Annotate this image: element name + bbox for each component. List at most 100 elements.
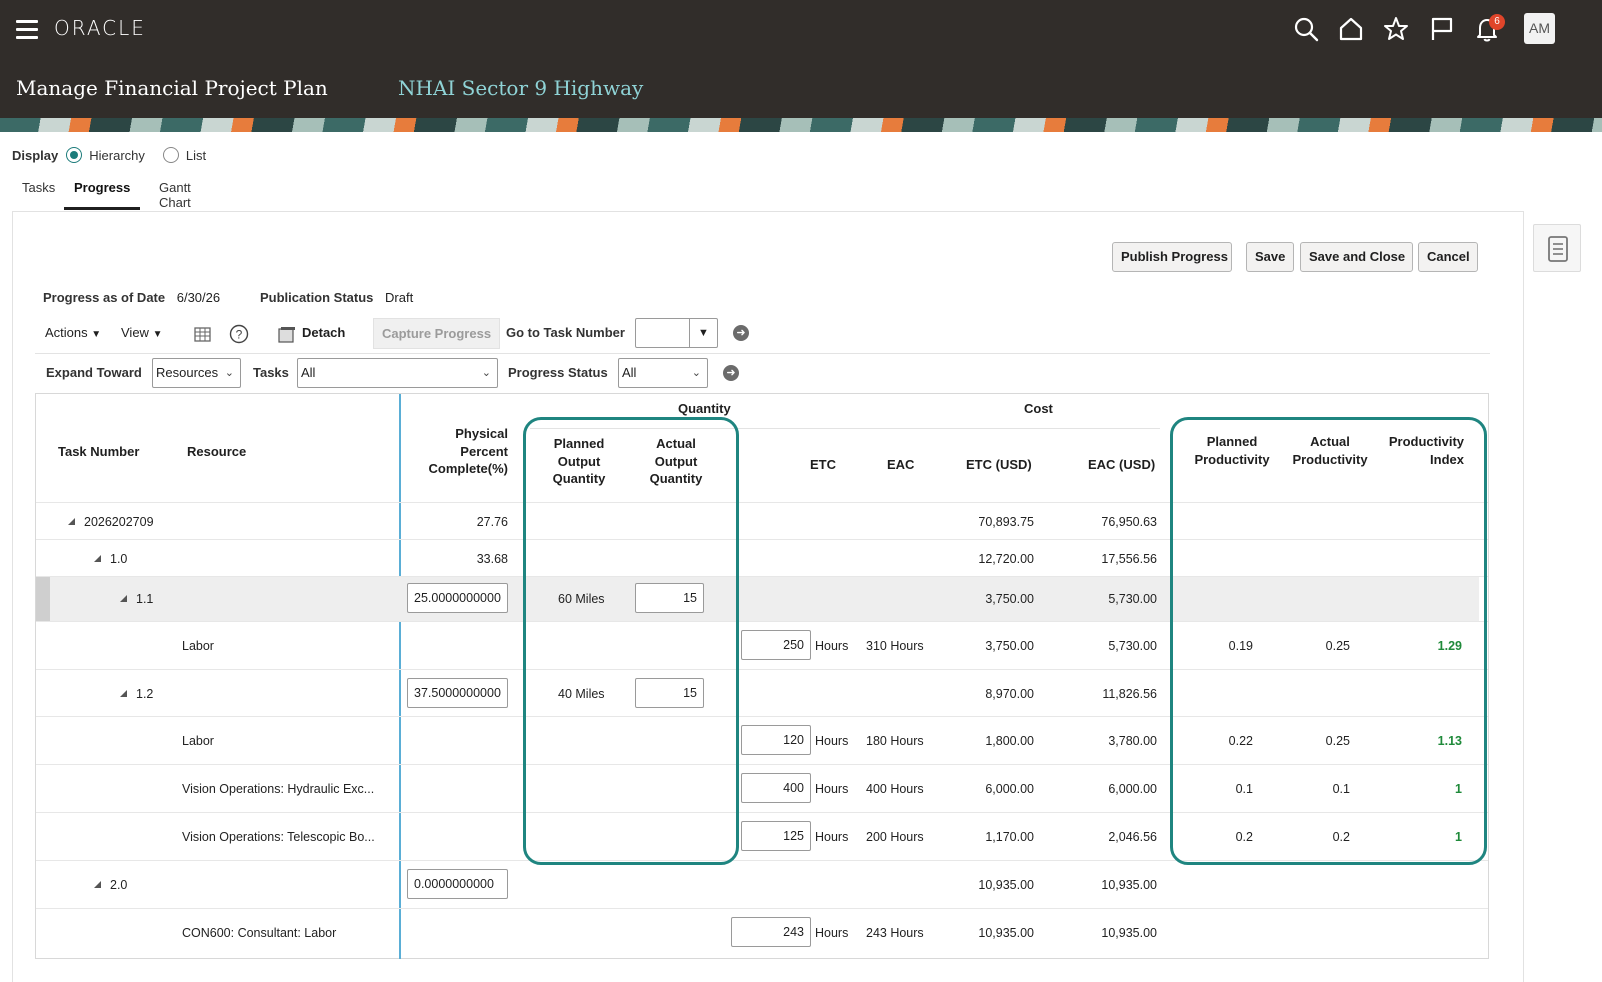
publication-status-field: Publication Status Draft: [260, 290, 413, 305]
menu-icon[interactable]: [16, 20, 38, 39]
tab-gantt-chart[interactable]: Gantt Chart: [159, 180, 191, 210]
etc-usd-cell: 3,750.00: [985, 639, 1034, 653]
header-divider: [36, 502, 1488, 503]
eac-cell: 180 Hours: [866, 734, 924, 748]
etc-unit: Hours: [815, 926, 849, 940]
eac-usd-cell: 10,935.00: [1101, 878, 1157, 892]
chevron-down-icon[interactable]: ▼: [689, 319, 717, 347]
publication-status-label: Publication Status: [260, 290, 374, 305]
eac-cell: 200 Hours: [866, 830, 924, 844]
hierarchy-label[interactable]: Hierarchy: [89, 147, 145, 163]
etc-usd-cell: 10,935.00: [978, 926, 1034, 940]
col-productivity-index[interactable]: Productivity Index: [1388, 434, 1464, 467]
progress-panel: [12, 211, 1524, 982]
physical-percent-input[interactable]: 25.0000000000: [407, 583, 508, 613]
star-icon[interactable]: [1383, 16, 1409, 42]
save-button[interactable]: Save: [1246, 242, 1294, 272]
app-header: ORACLE 6 AM Manage Financial Project Pla…: [0, 0, 1602, 118]
physical-percent-input[interactable]: 0.0000000000: [407, 869, 508, 899]
go-to-task-input[interactable]: ▼: [635, 318, 718, 348]
actual-output-input[interactable]: 15: [635, 678, 704, 708]
eac-usd-cell: 17,556.56: [1101, 552, 1157, 566]
search-icon[interactable]: [1293, 16, 1319, 42]
row-selector[interactable]: [36, 576, 50, 621]
table-row-task[interactable]: 2.0: [94, 877, 127, 893]
col-resource[interactable]: Resource: [187, 444, 247, 459]
capture-progress-button[interactable]: Capture Progress: [373, 318, 500, 349]
etc-input[interactable]: 400: [741, 773, 811, 803]
table-row-task[interactable]: 1.1: [120, 591, 153, 607]
actual-productivity-cell: 0.25: [1325, 639, 1350, 653]
col-actual-output[interactable]: Actual Output Quantity: [649, 436, 703, 486]
flag-icon[interactable]: [1429, 16, 1455, 42]
row-divider: [36, 860, 1488, 861]
tasks-filter-select[interactable]: All ⌄: [297, 358, 498, 388]
col-task-number[interactable]: Task Number: [58, 444, 140, 459]
oracle-logo[interactable]: ORACLE: [54, 16, 146, 40]
etc-input[interactable]: 250: [741, 630, 811, 660]
collapse-icon: [68, 518, 75, 525]
etc-unit: Hours: [815, 734, 849, 748]
etc-input[interactable]: 120: [741, 725, 811, 755]
home-icon[interactable]: [1338, 16, 1364, 42]
side-panel-toggle[interactable]: [1533, 224, 1581, 272]
etc-usd-cell: 12,720.00: [978, 552, 1034, 566]
col-eac[interactable]: EAC: [887, 457, 915, 472]
detach-icon[interactable]: [278, 325, 296, 343]
display-label: Display: [12, 147, 59, 163]
eac-usd-cell: 10,935.00: [1101, 926, 1157, 940]
eac-usd-cell: 76,950.63: [1101, 515, 1157, 529]
eac-usd-cell: 5,730.00: [1108, 639, 1157, 653]
col-etc[interactable]: ETC: [810, 457, 836, 472]
save-and-close-button[interactable]: Save and Close: [1300, 242, 1413, 272]
document-icon: [1548, 236, 1568, 262]
collapse-icon: [120, 690, 127, 697]
physical-percent-input[interactable]: 37.5000000000: [407, 678, 508, 708]
collapse-icon: [94, 555, 101, 562]
col-eac-usd[interactable]: EAC (USD): [1088, 457, 1156, 472]
view-menu[interactable]: View ▼: [121, 325, 163, 340]
progress-status-select[interactable]: All ⌄: [618, 358, 708, 388]
project-name: NHAI Sector 9 Highway: [398, 76, 644, 100]
expand-toward-select[interactable]: Resources ⌄: [152, 358, 241, 388]
planned-output-cell: 40 Miles: [558, 687, 605, 701]
planned-productivity-cell: 0.19: [1228, 639, 1253, 653]
hierarchy-radio[interactable]: [66, 147, 83, 163]
list-label[interactable]: List: [185, 147, 207, 163]
etc-input[interactable]: 125: [741, 821, 811, 851]
list-radio[interactable]: [162, 147, 179, 163]
col-planned-productivity[interactable]: Planned Productivity: [1194, 434, 1270, 467]
etc-usd-cell: 8,970.00: [985, 687, 1034, 701]
progress-status-label: Progress Status: [508, 365, 608, 380]
eac-cell: 310 Hours: [866, 639, 924, 653]
resource-cell: Labor: [182, 734, 214, 748]
go-arrow-icon[interactable]: ➜: [733, 325, 749, 341]
col-actual-productivity[interactable]: Actual Productivity: [1292, 434, 1368, 467]
cost-group-header: Cost: [1024, 401, 1053, 416]
table-row-task[interactable]: 1.0: [94, 551, 127, 567]
freeze-columns-icon[interactable]: [194, 325, 212, 343]
chevron-down-icon: ⌄: [481, 367, 491, 379]
eac-cell: 400 Hours: [866, 782, 924, 796]
actions-menu[interactable]: Actions ▼: [45, 325, 102, 340]
publish-progress-button[interactable]: Publish Progress: [1112, 242, 1232, 272]
tab-progress[interactable]: Progress: [64, 180, 141, 210]
table-row-task[interactable]: 1.2: [120, 686, 153, 702]
table-row-task[interactable]: 2026202709: [68, 514, 154, 530]
col-planned-output[interactable]: Planned Output Quantity: [552, 436, 606, 486]
avatar[interactable]: AM: [1524, 13, 1555, 44]
cancel-button[interactable]: Cancel: [1418, 242, 1478, 272]
help-icon[interactable]: ?: [229, 324, 249, 344]
actual-output-input[interactable]: 15: [635, 583, 704, 613]
productivity-highlight-box: [1170, 417, 1487, 865]
etc-usd-cell: 1,170.00: [985, 830, 1034, 844]
productivity-index-cell: 1: [1455, 830, 1462, 844]
etc-input[interactable]: 243: [731, 917, 811, 947]
tab-tasks[interactable]: Tasks: [22, 180, 56, 195]
apply-filter-icon[interactable]: ➜: [723, 365, 739, 381]
col-physical-percent[interactable]: Physical Percent Complete(%): [428, 426, 508, 476]
etc-usd-cell: 6,000.00: [985, 782, 1034, 796]
col-etc-usd[interactable]: ETC (USD): [966, 457, 1032, 472]
detach-button[interactable]: Detach: [302, 325, 346, 340]
quantity-group-header: Quantity: [678, 401, 731, 416]
